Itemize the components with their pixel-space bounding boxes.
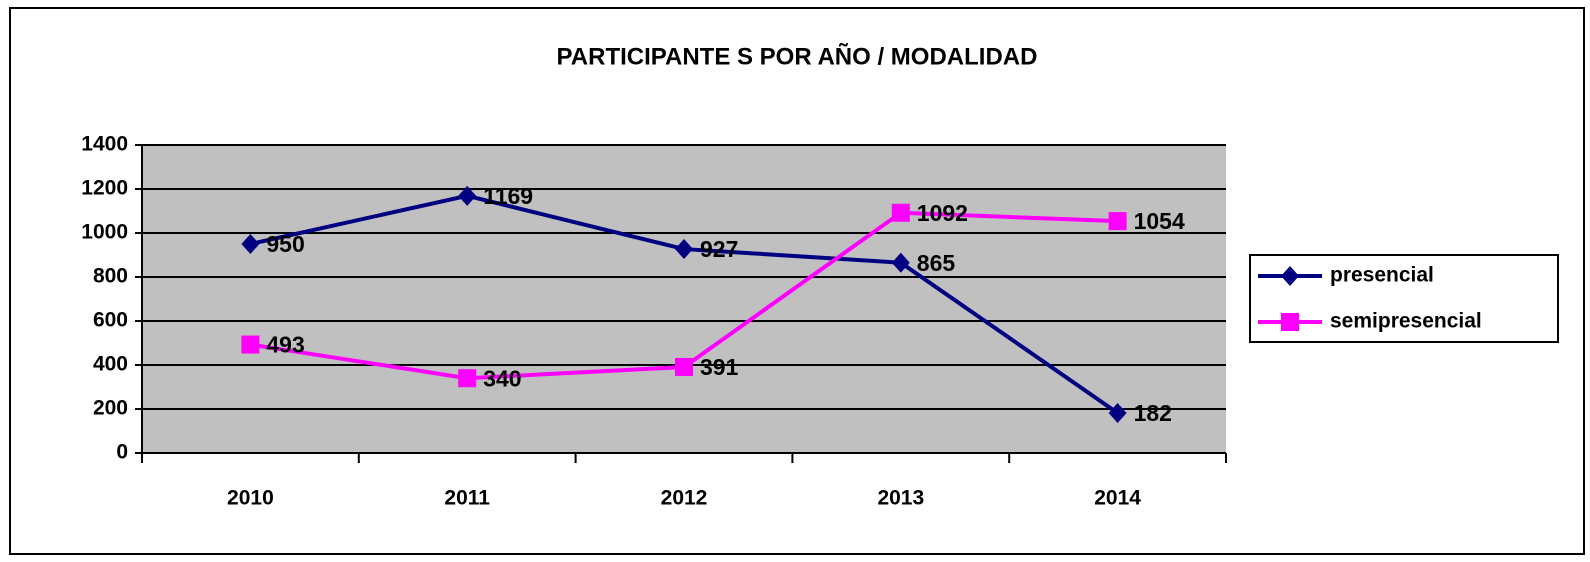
y-tick-label: 600 [93,309,128,332]
data-label: 927 [700,236,738,262]
legend-marker [1281,313,1299,331]
data-point [891,203,910,222]
legend-marker [1281,266,1299,286]
data-label: 950 [266,231,304,257]
data-label: 865 [917,250,956,276]
data-point [241,234,260,254]
data-point [891,252,910,273]
data-point [1108,212,1127,231]
y-tick-label: 400 [93,353,128,376]
data-point [241,335,260,354]
y-tick-label: 800 [93,265,128,288]
data-label: 182 [1134,400,1172,426]
data-label: 340 [483,365,521,391]
data-label: 1092 [917,200,968,226]
y-tick-label: 200 [93,397,128,420]
data-point [675,239,693,260]
data-point [458,185,477,206]
plot-area [142,145,1226,453]
data-label: 391 [700,354,739,380]
x-tick-label: 2012 [661,487,708,510]
data-label: 1054 [1134,208,1185,234]
legend-label: presencial [1330,264,1434,287]
y-tick-label: 1000 [81,221,128,244]
data-point [675,357,693,376]
y-tick-label: 0 [116,441,128,464]
x-tick-label: 2014 [1094,487,1141,510]
data-label: 1169 [483,183,533,209]
data-point [1108,402,1127,423]
y-tick-label: 1400 [81,133,128,156]
y-tick-label: 1200 [81,177,128,200]
data-label: 493 [266,332,304,358]
x-tick-label: 2011 [444,487,490,510]
x-tick-label: 2013 [877,487,924,510]
data-point [458,369,477,388]
legend [1249,254,1559,343]
legend-label: semipresencial [1330,310,1482,333]
x-tick-label: 2010 [227,487,274,510]
chart-title: PARTICIPANTE S POR AÑO / MODALIDAD [557,42,1038,70]
